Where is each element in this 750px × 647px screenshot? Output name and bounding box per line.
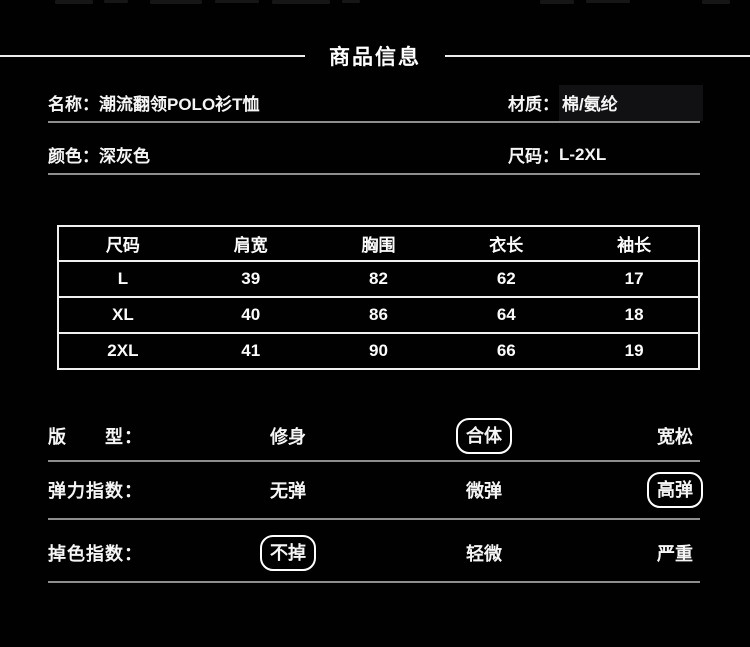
fit-option-loose: 宽松: [657, 427, 693, 447]
fading-option-none-selected: 不掉: [260, 534, 316, 571]
cell-size: XL: [112, 305, 134, 324]
col-header-chest: 胸围: [361, 236, 396, 255]
fading-option-slight: 轻微: [466, 543, 502, 564]
elasticity-option-none: 无弹: [270, 481, 306, 501]
col-header-sleeve: 袖长: [617, 236, 652, 255]
section-title: 商品信息: [329, 46, 421, 69]
col-header-length: 衣长: [489, 236, 524, 255]
product-name-label: 名称：: [48, 95, 99, 114]
size-range-value: L-2XL: [559, 144, 607, 164]
cropped-text-fragment: [104, 0, 128, 3]
cropped-text-fragment: [215, 0, 259, 3]
cell-chest: 86: [369, 305, 388, 324]
fit-option-fitted-selected: 合体: [456, 418, 512, 454]
attr-row-fit: 版 型： 修身 合体 宽松: [48, 412, 700, 462]
cell-shoulder: 39: [241, 269, 261, 288]
cropped-text-fragment: [586, 0, 630, 3]
cell-sleeve: 18: [624, 305, 644, 324]
cell-sleeve: 19: [624, 341, 644, 360]
cell-chest: 82: [369, 269, 388, 288]
header-left-divider: [0, 55, 305, 57]
elasticity-label: 弹力指数：: [48, 481, 143, 501]
color-field: 颜色： 深灰色: [48, 142, 150, 167]
cropped-text-fragment: [150, 0, 202, 4]
color-value: 深灰色: [99, 147, 150, 166]
cell-length: 64: [496, 305, 516, 324]
material-value: 棉/氨纶: [559, 84, 703, 121]
fit-label: 版 型：: [48, 427, 143, 447]
material-label: 材质：: [508, 95, 559, 114]
fading-label: 掉色指数：: [48, 543, 143, 564]
table-row-XL: XL 40 86 64 18: [59, 296, 698, 332]
cropped-text-fragment: [702, 0, 730, 4]
cropped-text-fragment: [540, 0, 574, 4]
cell-length: 66: [496, 341, 516, 360]
attr-row-fading: 掉色指数： 不掉 轻微 严重: [48, 524, 700, 583]
cell-size: 2XL: [107, 341, 139, 360]
header-right-divider: [445, 55, 750, 57]
product-name-value: 潮流翻领POLO衫T恤: [99, 95, 260, 114]
product-name-field: 名称： 潮流翻领POLO衫T恤: [48, 90, 260, 115]
size-range-field: 尺码： L-2XL: [508, 136, 606, 173]
cell-shoulder: 40: [241, 305, 261, 324]
info-row-name-material: 名称： 潮流翻领POLO衫T恤 材质： 棉/氨纶: [48, 84, 703, 123]
cropped-text-fragment: [55, 0, 93, 4]
cropped-text-fragment: [272, 0, 330, 4]
cell-shoulder: 41: [241, 341, 261, 360]
fading-option-severe: 严重: [657, 543, 693, 564]
cell-size: L: [117, 269, 129, 288]
top-cropped-text-fragments: [0, 0, 750, 6]
size-table-header-row: 尺码 肩宽 胸围 衣长 袖长: [59, 227, 698, 260]
cell-length: 62: [496, 269, 516, 288]
info-row-color-size: 颜色： 深灰色 尺码： L-2XL: [48, 136, 700, 175]
size-chart-table: 尺码 肩宽 胸围 衣长 袖长 L 39 82 62 17 XL 40 86 64…: [57, 225, 700, 370]
section-header: 商品信息: [0, 45, 750, 69]
material-field: 材质： 棉/氨纶: [508, 84, 703, 121]
size-range-label: 尺码：: [508, 147, 559, 166]
table-row-2XL: 2XL 41 90 66 19: [59, 332, 698, 368]
cell-sleeve: 17: [624, 269, 644, 288]
col-header-size: 尺码: [105, 236, 140, 255]
elasticity-option-slight: 微弹: [466, 481, 502, 501]
cell-chest: 90: [369, 341, 388, 360]
fit-option-slim: 修身: [270, 427, 306, 447]
elasticity-option-high-selected: 高弹: [647, 472, 703, 508]
color-label: 颜色：: [48, 147, 99, 166]
col-header-shoulder: 肩宽: [233, 236, 268, 255]
cropped-text-fragment: [342, 0, 360, 3]
attr-row-elasticity: 弹力指数： 无弹 微弹 高弹: [48, 462, 703, 520]
table-row-L: L 39 82 62 17: [59, 260, 698, 296]
